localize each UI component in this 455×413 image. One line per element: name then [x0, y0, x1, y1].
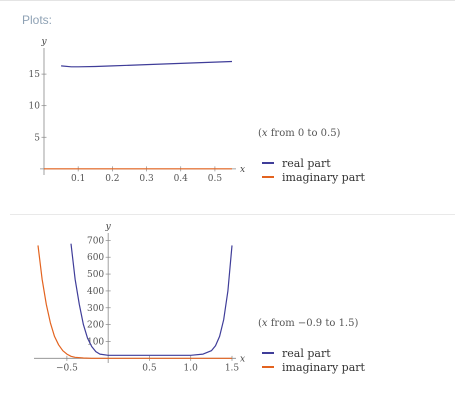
plot-1-range-note: (x from 0 to 0.5): [258, 128, 341, 139]
legend-label-real: real part: [282, 156, 331, 170]
series-line-real: [70, 243, 233, 356]
legend-item-imaginary: imaginary part: [262, 360, 365, 374]
plot-2-legend: real part imaginary part: [262, 346, 365, 374]
x-axis-label: x: [240, 165, 245, 175]
section-divider: [10, 214, 455, 215]
y-tick-label: 500: [87, 270, 104, 280]
plot-2-chart[interactable]: −0.5 0.5 1.0 1.5 100 200 300 400 500 600 700 x y: [0, 220, 250, 390]
x-tick-label: 0.5: [142, 363, 157, 373]
x-tick-label: 0.3: [139, 174, 154, 184]
y-axis-label: y: [105, 222, 112, 232]
plot-1-chart[interactable]: 0.1 0.2 0.3 0.4 0.5 5 10 15 x y: [0, 30, 250, 200]
x-tick-label: 1.5: [225, 363, 240, 373]
plot-panel-1: 0.1 0.2 0.3 0.4 0.5 5 10 15 x y (x from 0 to 0.5)…: [0, 30, 455, 215]
x-tick-label: 0.2: [105, 174, 119, 184]
y-tick-label: 10: [29, 102, 41, 112]
x-tick-label: 0.5: [208, 174, 223, 184]
legend-item-real: real part: [262, 346, 365, 360]
legend-swatch-imaginary: [262, 176, 274, 178]
y-tick-label: 15: [29, 70, 41, 80]
legend-item-real: real part: [262, 156, 365, 170]
legend-label-imaginary: imaginary part: [282, 170, 365, 184]
legend-label-imaginary: imaginary part: [282, 360, 365, 374]
series-line-imaginary: [37, 245, 232, 359]
y-axis-label: y: [40, 37, 47, 47]
plot-2-range-note: (x from −0.9 to 1.5): [258, 318, 359, 329]
x-axis-label: x: [240, 354, 245, 364]
legend-item-imaginary: imaginary part: [262, 170, 365, 184]
section-title: Plots:: [22, 13, 53, 27]
x-tick-label: −0.5: [56, 363, 78, 373]
x-tick-label: 0.4: [174, 174, 189, 184]
x-tick-label: 1.0: [184, 363, 199, 373]
top-border: [0, 0, 455, 1]
y-tick-label: 300: [87, 304, 104, 314]
y-tick-label: 400: [87, 287, 104, 297]
y-tick-label: 700: [87, 236, 104, 246]
plot-1-legend: real part imaginary part: [262, 156, 365, 184]
legend-swatch-real: [262, 162, 274, 164]
legend-label-real: real part: [282, 346, 331, 360]
x-tick-label: 0.1: [71, 174, 85, 184]
y-tick-label: 100: [87, 337, 104, 347]
y-tick-label: 5: [34, 133, 40, 143]
legend-swatch-imaginary: [262, 366, 274, 368]
y-tick-label: 600: [87, 253, 104, 263]
legend-swatch-real: [262, 352, 274, 354]
plot-panel-2: −0.5 0.5 1.0 1.5 100 200 300 400 500 600 700 x y (x …: [0, 220, 455, 405]
y-tick-label: 200: [87, 321, 104, 331]
series-line-real: [61, 60, 233, 68]
